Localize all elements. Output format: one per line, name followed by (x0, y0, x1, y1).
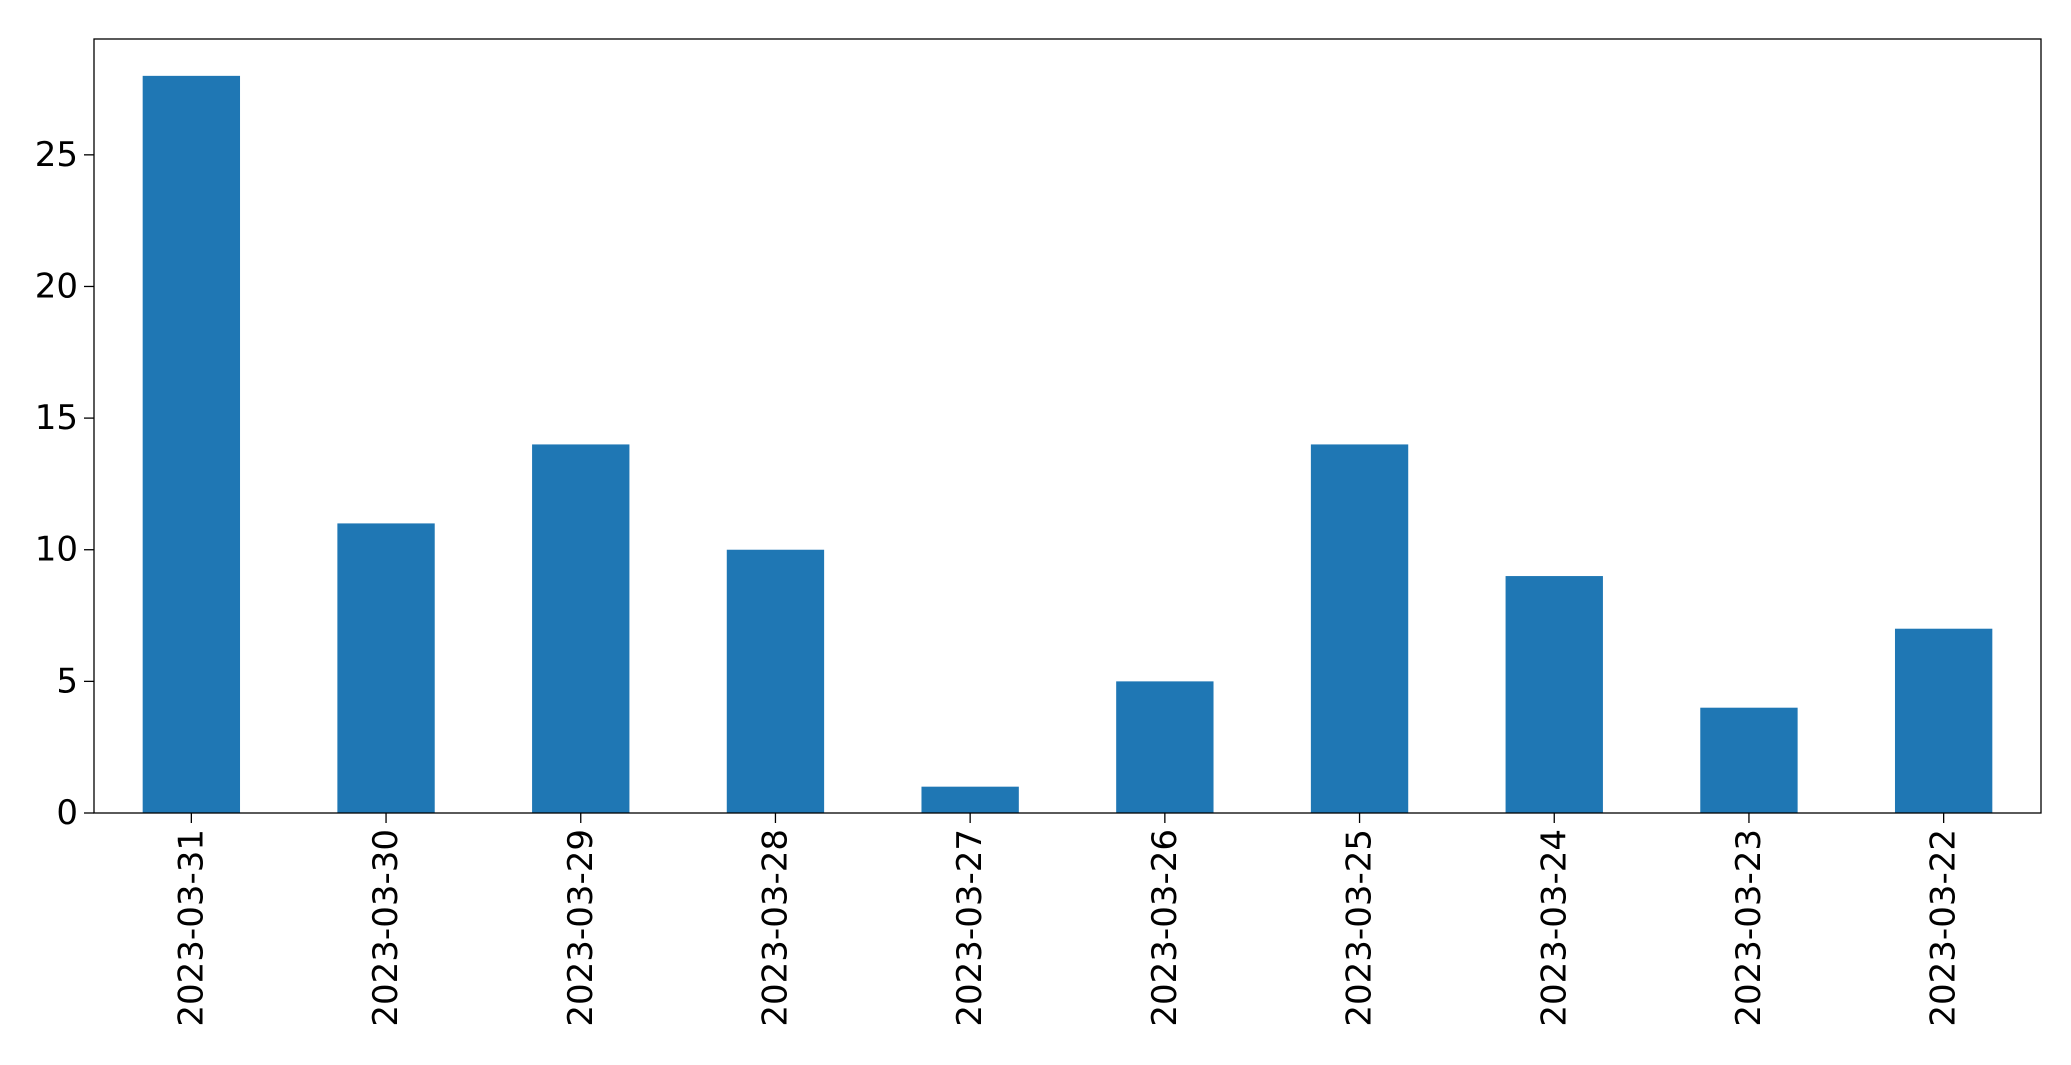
y-axis: 0 5 10 15 20 25 (35, 135, 94, 833)
bar-2023-03-22 (1894, 628, 1993, 813)
x-tick-label: 2023-03-29 (561, 829, 601, 1027)
y-tick-label: 5 (56, 661, 78, 701)
bar-2023-03-28 (726, 549, 825, 813)
bar-2023-03-26 (1116, 681, 1214, 813)
x-tick-label: 2023-03-24 (1534, 829, 1574, 1027)
x-tick-label: 2023-03-30 (366, 829, 406, 1027)
y-tick-label: 25 (35, 135, 78, 175)
bars-layer (142, 75, 1993, 814)
bar-2023-03-30 (337, 523, 435, 813)
x-tick-label: 2023-03-26 (1145, 829, 1185, 1027)
bar-2023-03-29 (532, 444, 630, 813)
bar-2023-03-25 (1310, 444, 1409, 813)
x-axis: 2023-03-31 2023-03-30 2023-03-29 2023-03-28… (171, 813, 1964, 1027)
x-tick-label: 2023-03-28 (755, 829, 795, 1027)
y-tick-label: 10 (35, 530, 78, 570)
y-tick-label: 20 (35, 266, 78, 306)
x-tick-label: 2023-03-22 (1924, 829, 1964, 1027)
bar-2023-03-24 (1505, 576, 1603, 813)
y-tick-label: 0 (56, 793, 78, 833)
plot-frame (93, 38, 2042, 814)
bar-2023-03-31 (142, 75, 241, 814)
x-tick-label: 2023-03-27 (950, 829, 990, 1027)
bar-2023-03-23 (1700, 707, 1798, 813)
x-tick-label: 2023-03-23 (1729, 829, 1769, 1027)
x-tick-label: 2023-03-25 (1340, 829, 1380, 1027)
x-tick-label: 2023-03-31 (171, 829, 211, 1027)
y-tick-label: 15 (35, 398, 78, 438)
bar-2023-03-27 (921, 786, 1019, 813)
